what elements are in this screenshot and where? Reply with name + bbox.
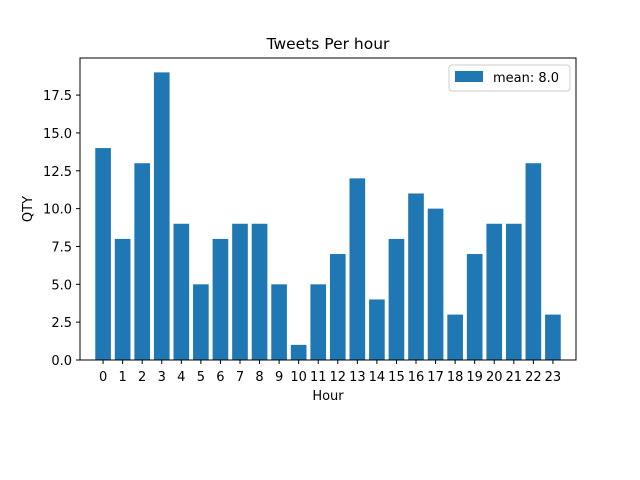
y-tick-label: 17.5: [43, 89, 72, 104]
y-tick-label: 0.0: [51, 354, 72, 369]
x-axis: 0 1 2 3 4 5 6 7 8 9 10 11 12 13 14 15 16 17 18 19 20 21 22 23: [99, 360, 561, 385]
legend: mean: 8.0: [448, 64, 571, 92]
bar-hour-21: [505, 223, 522, 360]
bar-hour-23: [545, 314, 561, 360]
x-tick-label: 3: [158, 370, 166, 385]
x-tick-label: 17: [427, 370, 444, 385]
bar-hour-17: [427, 208, 444, 360]
bar-hour-3: [153, 72, 170, 360]
x-tick-label: 2: [138, 370, 146, 385]
bar-hour-4: [173, 223, 190, 360]
bar-hour-8: [251, 223, 268, 360]
x-tick-label: 14: [369, 370, 386, 385]
x-tick-label: 4: [177, 370, 185, 385]
y-tick-label: 12.5: [43, 165, 72, 180]
legend-label: mean: 8.0: [493, 71, 559, 86]
bar-hour-0: [95, 148, 111, 360]
x-tick-label: 6: [216, 370, 224, 385]
bar-hour-7: [232, 223, 248, 360]
bars-group: [95, 72, 561, 360]
bar-hour-15: [388, 238, 405, 360]
bar-hour-19: [466, 254, 483, 360]
y-tick-label: 10.0: [43, 203, 72, 218]
bar-hour-5: [193, 284, 209, 360]
y-tick-label: 15.0: [43, 127, 72, 142]
bar-hour-6: [212, 238, 229, 360]
bar-hour-12: [329, 254, 346, 360]
x-tick-label: 7: [236, 370, 244, 385]
x-tick-label: 18: [447, 370, 464, 385]
x-tick-label: 20: [486, 370, 503, 385]
bar-hour-1: [114, 238, 131, 360]
x-tick-label: 0: [99, 370, 107, 385]
x-tick-label: 10: [290, 370, 307, 385]
x-tick-label: 15: [388, 370, 405, 385]
bar-hour-20: [486, 223, 503, 360]
x-tick-label: 12: [330, 370, 347, 385]
x-tick-label: 21: [506, 370, 523, 385]
bar-hour-18: [447, 314, 463, 360]
x-axis-label: Hour: [312, 389, 344, 404]
y-tick-label: 2.5: [51, 316, 72, 331]
x-tick-label: 1: [118, 370, 126, 385]
y-tick-label: 5.0: [51, 278, 72, 293]
x-tick-label: 19: [466, 370, 483, 385]
bar-hour-10: [290, 344, 307, 360]
bar-hour-11: [310, 284, 327, 360]
bar-hour-9: [271, 284, 287, 360]
bar-hour-14: [369, 299, 385, 360]
y-axis-label: QTY: [21, 196, 36, 222]
y-tick-label: 7.5: [51, 240, 72, 255]
x-tick-label: 22: [525, 370, 542, 385]
x-tick-label: 13: [349, 370, 366, 385]
bar-hour-2: [134, 163, 151, 360]
bar-hour-13: [349, 178, 366, 360]
x-tick-label: 5: [197, 370, 205, 385]
y-axis: 0.0 2.5 5.0 7.5 10.0 12.5 15.0 17.5: [43, 89, 80, 369]
legend-swatch: [455, 71, 483, 82]
x-tick-label: 23: [545, 370, 562, 385]
chart-title: Tweets Per hour: [266, 35, 390, 53]
x-tick-label: 9: [275, 370, 283, 385]
x-tick-label: 11: [310, 370, 327, 385]
bar-hour-16: [408, 193, 424, 360]
x-tick-label: 8: [255, 370, 263, 385]
bar-hour-22: [525, 163, 542, 360]
x-tick-label: 16: [408, 370, 425, 385]
